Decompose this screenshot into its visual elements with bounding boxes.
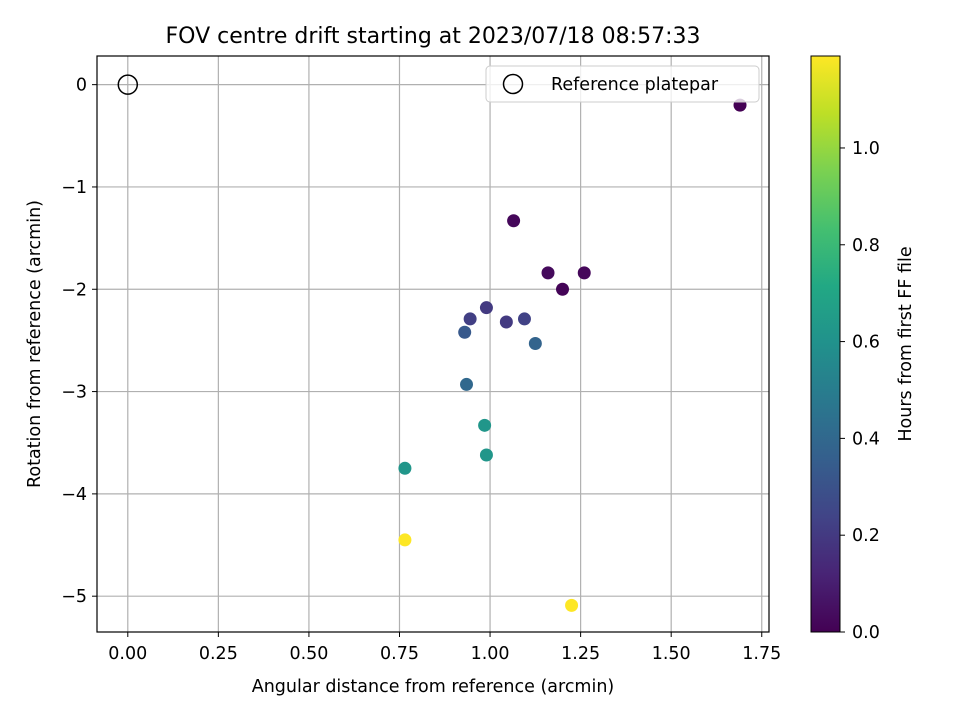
legend-box	[485, 65, 760, 103]
x-tick-label: 1.25	[561, 644, 600, 664]
y-tick-label: −5	[61, 587, 87, 607]
data-point	[398, 533, 412, 547]
data-point	[577, 266, 591, 280]
data-points	[117, 74, 747, 612]
x-tick-label: 1.75	[742, 644, 781, 664]
colorbar-ticks: 0.0 0.2 0.4 0.6 0.8 1.0	[840, 139, 880, 643]
legend-label: Reference platepar	[551, 75, 719, 95]
data-point	[479, 301, 493, 315]
colorbar-tick-label: 0.8	[852, 236, 880, 256]
x-tick-label: 1.00	[471, 644, 510, 664]
data-point	[507, 214, 521, 228]
y-tick-label: −4	[61, 485, 87, 505]
x-tick-label: 1.50	[652, 644, 691, 664]
data-point	[556, 282, 570, 296]
colorbar-tick-label: 0.6	[852, 333, 880, 353]
data-point	[499, 315, 513, 329]
plot-area-frame	[96, 55, 770, 633]
reference-point	[117, 74, 139, 95]
colorbar-tick-label: 0.0	[852, 623, 880, 643]
grid	[97, 56, 769, 632]
legend-open-circle-marker	[502, 73, 524, 95]
y-tick-label: −3	[61, 383, 87, 403]
data-point	[565, 598, 579, 612]
y-tick-label: −2	[61, 280, 87, 300]
y-tick-label: 0	[76, 76, 87, 96]
colorbar-tick-label: 0.2	[852, 526, 880, 546]
data-point	[541, 266, 555, 280]
data-point	[460, 377, 474, 391]
colorbar	[810, 55, 841, 633]
x-axis-ticks: 0.00 0.25 0.50 0.75 1.00 1.25 1.50 1.75	[108, 632, 781, 664]
y-axis-label: Rotation from reference (arcmin)	[25, 200, 45, 488]
data-point	[463, 312, 477, 326]
y-axis-ticks: 0 −1 −2 −3 −4 −5	[61, 76, 97, 607]
data-point	[517, 312, 531, 326]
y-tick-label: −1	[61, 178, 87, 198]
colorbar-tick-label: 0.4	[852, 429, 880, 449]
x-tick-label: 0.75	[380, 644, 419, 664]
data-point	[478, 418, 492, 432]
data-point	[479, 448, 493, 462]
data-point	[398, 461, 412, 475]
colorbar-label: Hours from first FF file	[896, 246, 916, 441]
x-tick-label: 0.50	[289, 644, 328, 664]
data-point	[528, 336, 542, 350]
legend: Reference platepar	[485, 65, 760, 103]
colorbar-tick-label: 1.0	[852, 139, 880, 159]
chart-title: FOV centre drift starting at 2023/07/18 …	[166, 24, 701, 49]
x-axis-label: Angular distance from reference (arcmin)	[252, 677, 615, 697]
data-point	[458, 325, 472, 339]
x-tick-label: 0.00	[108, 644, 147, 664]
x-tick-label: 0.25	[199, 644, 238, 664]
